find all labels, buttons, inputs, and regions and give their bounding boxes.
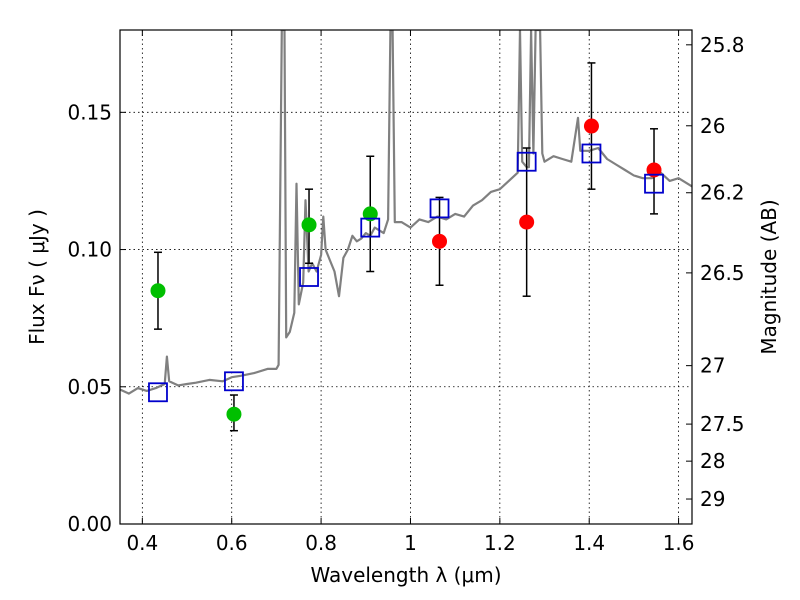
y-axis-title: Flux Fν ( μJy ) (25, 209, 49, 345)
green-data-point (301, 217, 317, 233)
magnitude-tick-label: 27 (700, 354, 725, 378)
y-tick-label: 0.10 (67, 238, 112, 262)
x-tick-label: 0.4 (126, 531, 158, 555)
x-tick-label: 1.6 (663, 531, 695, 555)
plot-frame (119, 29, 693, 525)
plot-area (120, 30, 692, 432)
magnitude-tick-label: 29 (700, 487, 725, 511)
x-axis-title: Wavelength λ (μm) (310, 563, 501, 587)
magnitude-tick-label: 25.8 (700, 33, 745, 57)
y-tick-label: 0.15 (67, 100, 112, 124)
x-tick-label: 1.2 (484, 531, 516, 555)
magnitude-axis-title: Magnitude (AB) (757, 199, 781, 354)
green-data-point (226, 406, 242, 422)
model-square-point (148, 382, 168, 403)
ticks: 0.4 0.6 0.8 1 1.2 1.4 1.6 0.00 0.05 0.10 0.15 25.8 2… (67, 30, 745, 555)
green-data-point (150, 283, 166, 299)
red-data-point (583, 118, 599, 134)
red-data-point (646, 162, 662, 178)
x-tick-label: 0.8 (305, 531, 337, 555)
magnitude-tick-label: 26.5 (700, 261, 745, 285)
magnitude-tick-label: 28 (700, 449, 725, 473)
model-square-point (516, 151, 537, 172)
magnitude-tick-label: 27.5 (700, 412, 745, 436)
model-square-point (360, 217, 381, 238)
model-square-point (299, 267, 319, 287)
magnitude-tick-label: 26 (700, 114, 725, 138)
green-data-point (362, 206, 378, 222)
red-data-point (432, 233, 448, 249)
x-tick-label: 0.6 (216, 531, 248, 555)
x-tick-label: 1 (404, 531, 417, 555)
model-square-point (224, 371, 244, 392)
x-tick-label: 1.4 (573, 531, 605, 555)
model-square-point (581, 143, 602, 164)
magnitude-tick-label: 26.2 (700, 181, 745, 205)
spectrum-line (120, 30, 692, 395)
model-square-point (429, 198, 450, 219)
model-square-point (644, 173, 664, 194)
y-tick-label: 0.05 (67, 375, 112, 399)
data-layer (120, 30, 692, 432)
red-data-point (519, 214, 535, 230)
y-tick-label: 0.00 (67, 512, 112, 536)
